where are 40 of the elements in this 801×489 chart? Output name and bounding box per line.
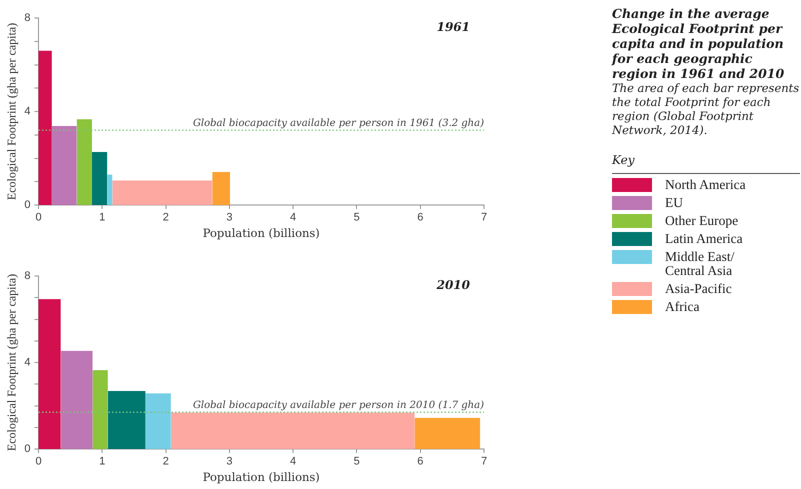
y-tick-label: 0 (24, 443, 31, 456)
text: Change in the average Ecological Footprint per capita and in population for each geographic region in 1961 and 2010 (612, 6, 786, 81)
chart-title: 2010 (436, 278, 471, 292)
ref-line-label: Global biocapacity available per person in 2010 (1.7 gha) (192, 400, 484, 411)
y-tick-label: 8 (24, 270, 31, 282)
x-tick-label: 7 (480, 456, 488, 468)
x-tick-label: 4 (290, 456, 296, 468)
category-label: Other Europe (665, 213, 738, 228)
chart-title: 1961 (436, 20, 470, 34)
x-tick-label: 6 (417, 456, 424, 468)
x-tick-label: 0 (35, 456, 42, 468)
y-tick-label: 8 (24, 12, 31, 24)
category-label: Africa (665, 299, 700, 314)
category-label: Middle East/ Central Asia (665, 249, 734, 278)
y-tick-label: 4 (24, 356, 31, 369)
x-tick-label: 7 (480, 212, 488, 224)
legend-title: Key (612, 153, 800, 174)
x-tick-label: 6 (417, 212, 424, 224)
text: The area of each bar represents the total Footprint for each region (Global Footprint Network, 2014). (612, 81, 800, 137)
x-tick-label: 2 (162, 456, 169, 468)
x-tick-label: 3 (226, 212, 232, 224)
category-label: Asia-Pacific (665, 281, 732, 296)
x-tick-label: 5 (354, 456, 360, 468)
x-tick-label: 3 (226, 456, 232, 468)
x-tick-label: 0 (35, 212, 42, 224)
y-axis-title: Ecological Footprint (gha per capita) (4, 22, 18, 200)
y-tick-label: 0 (24, 199, 31, 212)
y-tick-label: 4 (24, 106, 31, 118)
category-label: Latin America (665, 231, 743, 246)
ref-line-label: Global biocapacity available per person in 1961 (3.2 gha) (192, 118, 484, 129)
x-axis-title: Population (billions) (202, 226, 320, 240)
x-tick-label: 1 (99, 212, 106, 224)
x-tick-label: 1 (99, 456, 106, 468)
x-axis-title: Population (billions) (202, 470, 320, 484)
category-label: North America (665, 177, 746, 192)
category-label: EU (665, 195, 683, 210)
x-tick-label: 2 (162, 212, 169, 224)
x-tick-label: 4 (290, 212, 296, 224)
y-axis-title: Ecological Footprint (gha per capita) (4, 274, 18, 452)
x-tick-label: 5 (354, 212, 360, 224)
